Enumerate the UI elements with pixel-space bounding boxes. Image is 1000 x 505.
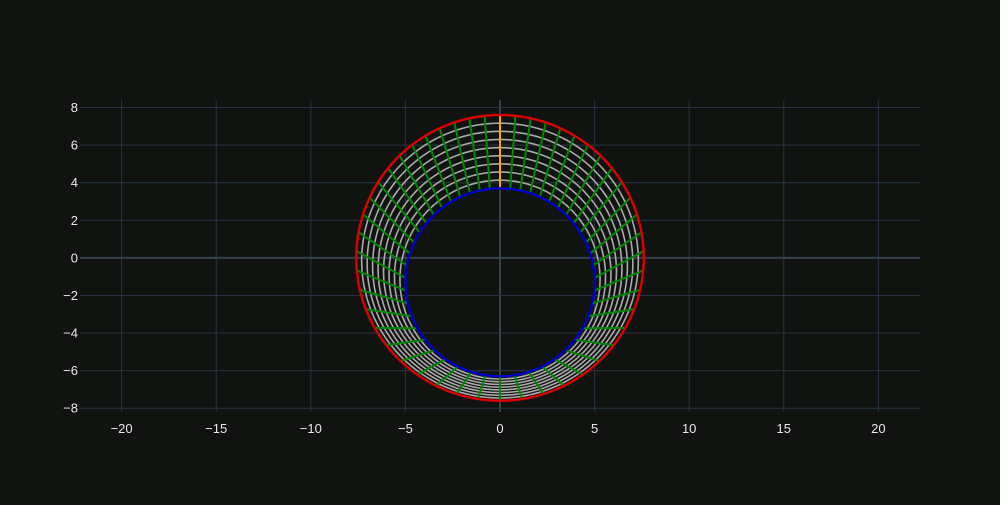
radial-line	[435, 365, 459, 387]
radial-line	[455, 371, 473, 395]
radial-line	[377, 181, 421, 234]
radial-line	[513, 374, 524, 400]
x-tick-label: 15	[777, 421, 791, 436]
radial-line	[589, 213, 638, 255]
radial-line	[593, 269, 644, 292]
radial-line	[387, 167, 428, 224]
radial-line	[592, 231, 643, 267]
y-tick-label: −8	[63, 401, 78, 416]
radial-line	[572, 167, 613, 224]
radial-line	[541, 365, 565, 387]
y-tick-label: 6	[71, 138, 78, 153]
radial-line	[538, 127, 562, 198]
radial-line	[565, 155, 602, 216]
radial-line	[556, 144, 589, 209]
x-tick-label: −5	[398, 421, 413, 436]
radial-line	[529, 122, 547, 194]
radial-line	[356, 269, 407, 292]
radial-line	[453, 122, 471, 194]
radial-line	[553, 358, 584, 376]
radial-line	[400, 349, 435, 362]
y-tick-label: 0	[71, 250, 78, 265]
radial-line	[398, 155, 435, 216]
radial-line	[416, 358, 447, 376]
radial-line	[574, 338, 614, 347]
radial-line	[476, 374, 487, 400]
radial-line	[365, 308, 412, 318]
radial-line	[355, 250, 406, 279]
radial-line	[468, 118, 481, 191]
radial-line	[591, 288, 641, 305]
radial-line	[548, 135, 576, 203]
radial-line	[519, 118, 532, 191]
radial-line	[386, 338, 426, 347]
x-tick-label: 5	[591, 421, 598, 436]
radial-line	[357, 231, 408, 267]
radial-line	[483, 115, 491, 189]
radial-line	[527, 371, 545, 395]
radial-line	[594, 250, 645, 279]
x-tick-label: 10	[682, 421, 696, 436]
y-tick-label: 2	[71, 213, 78, 228]
inner-circle	[404, 187, 596, 378]
x-tick-label: 0	[496, 421, 503, 436]
radial-line	[582, 326, 626, 330]
x-tick-label: 20	[871, 421, 885, 436]
y-tick-label: 4	[71, 175, 78, 190]
y-tick-label: −2	[63, 288, 78, 303]
radial-line	[374, 326, 418, 330]
radial-line	[585, 196, 632, 244]
radial-line	[368, 196, 415, 244]
x-tick-label: −10	[300, 421, 322, 436]
radial-line	[509, 115, 517, 189]
x-tick-label: −20	[111, 421, 133, 436]
radial-line	[362, 213, 411, 255]
radial-line	[359, 288, 409, 305]
y-tick-label: −4	[63, 326, 78, 341]
y-tick-label: −6	[63, 363, 78, 378]
radial-line	[411, 144, 444, 209]
radial-line	[438, 127, 462, 198]
radial-line	[565, 349, 600, 362]
x-tick-label: −15	[205, 421, 227, 436]
y-tick-label: 8	[71, 100, 78, 115]
radial-line	[579, 181, 623, 234]
radial-line	[588, 308, 635, 318]
radial-line	[424, 135, 452, 203]
data-layer	[355, 113, 645, 402]
outer-circle	[355, 113, 645, 402]
